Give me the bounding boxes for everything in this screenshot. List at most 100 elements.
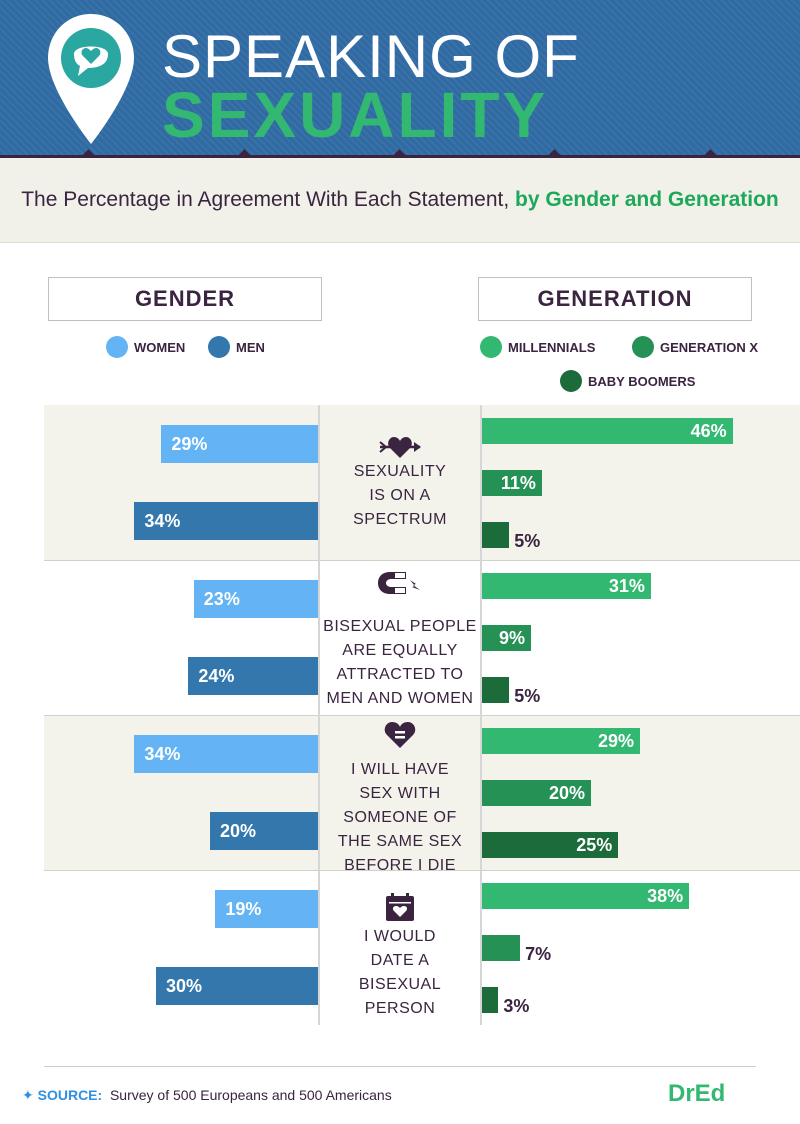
statement-line: PERSON: [364, 1000, 436, 1017]
generation-bar-millennials: [482, 728, 641, 754]
page-title-line2: SEXUALITY: [162, 79, 549, 151]
legend-swatch: [208, 336, 230, 358]
header-banner: [0, 0, 800, 157]
generation-bar-generation-x: [482, 780, 591, 806]
bar-value-label: 46%: [690, 421, 727, 441]
generation-axis-line: [480, 405, 482, 1025]
legend-item-millennials: MILLENNIALS: [480, 336, 595, 358]
statement-line: SOMEONE OF: [343, 809, 457, 826]
statement-label: I WOULD DATE A BISEXUAL PERSON: [320, 925, 480, 1021]
band-divider: [44, 870, 800, 871]
bar-value-label: 5%: [514, 686, 541, 706]
legend-item-men: MEN: [208, 336, 265, 358]
legend-label: BABY BOOMERS: [588, 373, 696, 389]
legend-label: MILLENNIALS: [508, 339, 596, 355]
generation-bar-baby-boomers: [482, 987, 499, 1013]
generation-bar-baby-boomers: [482, 677, 510, 703]
bar-value-label: 3%: [503, 996, 530, 1016]
legend-label: WOMEN: [134, 339, 186, 355]
gender-bar-men: 30%: [156, 967, 318, 1005]
legend-swatch: [480, 336, 502, 358]
footer-divider: [44, 1066, 756, 1067]
bar-value-label: 5%: [514, 531, 541, 551]
source-label-icon: ✦: [22, 1087, 38, 1103]
statement-line: DATE A: [370, 952, 430, 969]
band-divider: [44, 560, 800, 561]
legend-label: MEN: [236, 339, 265, 355]
bar-value-label: 30%: [166, 975, 203, 996]
heart-arrow-icon: [379, 437, 421, 458]
page-title-line1: SPEAKING OF: [162, 23, 580, 90]
generation-bar-baby-boomers: [482, 522, 510, 548]
statement-line: I WOULD: [364, 928, 436, 945]
bar-value-label: 23%: [203, 588, 240, 609]
bar-value-label: 34%: [144, 743, 181, 764]
bar-value-label: 25%: [576, 835, 613, 855]
statement-label: I WILL HAVE SEX WITH SOMEONE OF THE SAME SE…: [320, 758, 480, 878]
bar-value-label: 24%: [198, 665, 235, 686]
generation-panel-title: GENERATION: [478, 277, 752, 321]
gender-bar-women: 19%: [215, 890, 318, 928]
legend-swatch: [632, 336, 654, 358]
bar-value-label: 9%: [499, 628, 526, 648]
legend-label: GENERATION X: [660, 339, 758, 355]
statement-line: MEN AND WOMEN: [326, 690, 474, 707]
magnet-icon: [378, 572, 420, 594]
generation-bar-baby-boomers: [482, 832, 619, 858]
statement-line: BISEXUAL PEOPLE: [323, 618, 477, 635]
gender-bar-men: 20%: [210, 812, 318, 850]
source-note: ✦ SOURCE: Survey of 500 Europeans and 50…: [22, 1087, 392, 1104]
gender-bar-men: 24%: [188, 657, 318, 695]
map-pin-chat-heart-icon: [48, 14, 134, 144]
statement-line: SPECTRUM: [353, 511, 447, 528]
statement-line: ARE EQUALLY: [342, 642, 458, 659]
statement-line: IS ON A: [369, 487, 431, 504]
gender-axis-line: [318, 405, 320, 1025]
generation-bar-generation-x: [482, 935, 521, 961]
gender-bar-women: 23%: [193, 580, 318, 618]
band-divider: [44, 715, 800, 716]
statement-line: BISEXUAL: [358, 976, 442, 993]
generation-bar-millennials: [482, 418, 733, 444]
statement-line: BEFORE I DIE: [344, 857, 456, 874]
legend-swatch: [106, 336, 128, 358]
bar-value-label: 29%: [598, 731, 635, 751]
statement-line: I WILL HAVE: [351, 761, 449, 778]
statement-line: SEXUALITY: [353, 463, 447, 480]
heart-equals-icon: [384, 722, 416, 748]
subtitle: The Percentage in Agreement With Each St…: [0, 188, 800, 212]
bar-value-label: 7%: [525, 944, 552, 964]
bar-value-label: 31%: [608, 576, 645, 596]
gender-bar-women: 34%: [134, 735, 318, 773]
source-label: SOURCE:: [37, 1087, 103, 1103]
statement-line: SEX WITH: [359, 785, 441, 802]
legend-item-women: WOMEN: [106, 336, 185, 358]
legend-item-baby-boomers: BABY BOOMERS: [560, 370, 695, 392]
generation-bar-generation-x: [482, 470, 542, 496]
gender-bar-women: 29%: [161, 425, 318, 463]
statement-line: ATTRACTED TO: [336, 666, 464, 683]
generation-bar-generation-x: [482, 625, 532, 651]
bar-value-label: 11%: [500, 473, 536, 493]
subtitle-band: [0, 158, 800, 243]
legend-swatch: [560, 370, 582, 392]
brand-logo: DrEd: [668, 1080, 726, 1107]
statement-label: BISEXUAL PEOPLE ARE EQUALLY ATTRACTED TO ME…: [320, 615, 480, 711]
subtitle-text: The Percentage in Agreement With Each St…: [21, 188, 516, 211]
bar-value-label: 34%: [144, 510, 181, 531]
statement-line: THE SAME SEX: [337, 833, 463, 850]
bar-value-label: 19%: [225, 898, 262, 919]
subtitle-highlight: by Gender and Generation: [515, 188, 779, 211]
bar-value-label: 38%: [647, 886, 684, 906]
generation-bar-millennials: [482, 573, 651, 599]
gender-panel-title: GENDER: [48, 277, 322, 321]
bar-value-label: 20%: [548, 783, 585, 803]
generation-bar-millennials: [482, 883, 690, 909]
calendar-heart-icon: [386, 893, 414, 921]
source-text: Survey of 500 Europeans and 500 American…: [109, 1087, 392, 1103]
bar-value-label: 20%: [220, 820, 257, 841]
gender-bar-men: 34%: [134, 502, 318, 540]
legend-item-generation-x: GENERATION X: [632, 336, 758, 358]
bar-value-label: 29%: [171, 433, 208, 454]
statement-label: SEXUALITY IS ON A SPECTRUM: [320, 460, 480, 532]
